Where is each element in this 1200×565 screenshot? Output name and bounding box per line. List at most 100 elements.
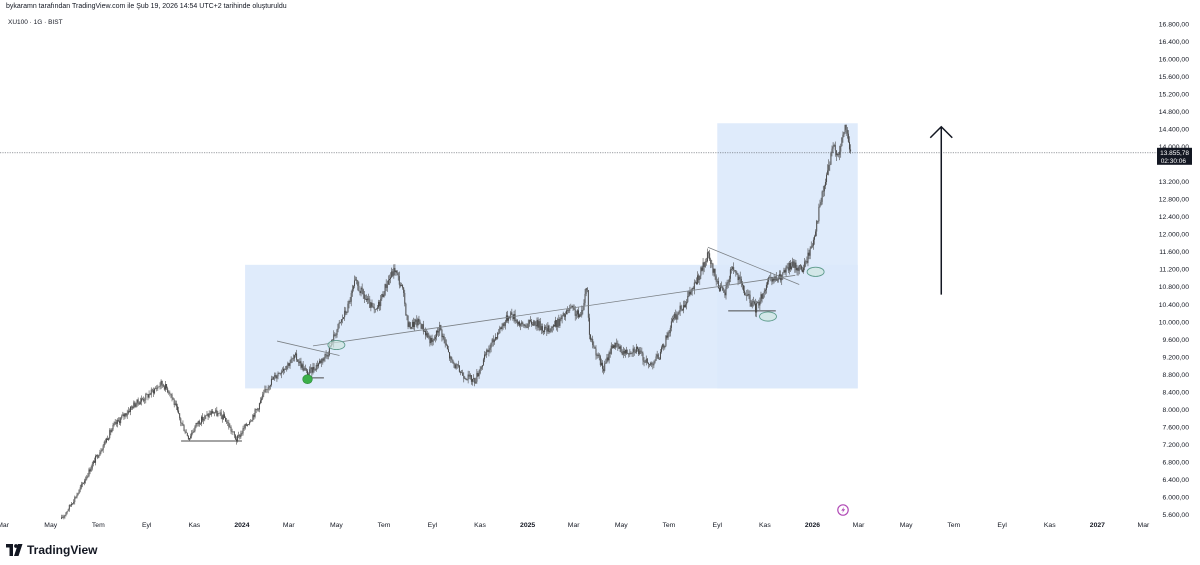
candle-body (439, 325, 441, 332)
candle-144 (218, 412, 220, 414)
candle-322 (413, 317, 415, 330)
candle-275 (361, 283, 363, 295)
candle-body (171, 394, 173, 398)
marker-ring-2[interactable] (759, 311, 777, 322)
trendline-0[interactable] (312, 274, 796, 347)
zone-rect-1[interactable] (717, 123, 858, 389)
candle-body (164, 384, 166, 390)
candle-body (286, 365, 288, 370)
candle-86 (155, 386, 157, 390)
candle-594 (710, 257, 712, 269)
candle-body (537, 319, 539, 328)
candle-103 (173, 398, 175, 408)
marker-filled-0[interactable] (302, 374, 313, 384)
candle-253 (337, 323, 339, 333)
candle-body (521, 322, 523, 325)
candle-453 (556, 320, 558, 331)
candle-56 (122, 411, 124, 417)
candle-body (463, 375, 465, 379)
candle-269 (355, 276, 357, 281)
candle-body (803, 267, 805, 273)
candle-body (570, 307, 572, 308)
candle-623 (741, 280, 743, 290)
symbol-label[interactable]: XU100 · 1G · BIST (8, 19, 63, 26)
candle-319 (409, 321, 411, 330)
candle-13 (75, 496, 77, 499)
candle-64 (131, 405, 133, 410)
y-tick-label: 10.800,00 (1159, 284, 1189, 291)
candle-body (567, 310, 569, 312)
candle-620 (738, 274, 740, 285)
candle-body (172, 397, 174, 400)
candle-664 (786, 263, 788, 269)
candle-body (576, 310, 578, 315)
candle-701 (827, 164, 829, 176)
candle-body (139, 401, 141, 405)
candle-body (468, 374, 470, 377)
candle-body (122, 414, 124, 417)
candle-body (435, 330, 437, 338)
time-axis[interactable]: Mar May Tem Eyl Kas 2024 Mar May Tem Eyl Kas 2025 Ma… (0, 522, 1150, 529)
candle-body (633, 348, 635, 352)
candle-638 (758, 299, 760, 309)
trendline-2[interactable] (707, 246, 800, 285)
candle-body (78, 489, 80, 494)
candle-71 (138, 401, 140, 405)
up-arrow[interactable] (929, 125, 953, 295)
candle-395 (492, 335, 494, 347)
candle-body (234, 435, 236, 440)
candle-body (812, 239, 814, 246)
candle-body (293, 355, 295, 359)
candle-body (408, 322, 410, 327)
candle-62 (128, 408, 130, 413)
candle-body (322, 358, 324, 361)
candle-body (525, 325, 527, 328)
candle-body (776, 279, 778, 281)
candle-body (590, 334, 592, 340)
candle-body (301, 364, 303, 368)
candle-body (123, 414, 125, 417)
candle-640 (760, 291, 762, 304)
marker-ring-1[interactable] (327, 339, 346, 351)
candle-714 (841, 137, 843, 147)
candle-body (747, 293, 749, 296)
candle-body (653, 362, 655, 366)
price-axis[interactable]: 5.600,00 6.000,00 6.400,00 6.800,00 7.200,00… (1157, 21, 1192, 519)
candle-body (239, 435, 241, 438)
replay-icon[interactable] (837, 504, 849, 516)
candle-713 (840, 143, 842, 158)
candle-body (481, 365, 483, 368)
candle-315 (405, 302, 407, 316)
candle-body (221, 415, 223, 420)
price-chart[interactable]: 5.600,00 6.000,00 6.400,00 6.800,00 7.200,00… (0, 0, 1200, 535)
candle-354 (447, 345, 449, 353)
candle-59 (125, 412, 127, 418)
candle-body (119, 420, 121, 424)
candle-699 (824, 178, 826, 190)
candle-634 (753, 300, 755, 306)
candle-body (476, 372, 478, 382)
candle-body (238, 435, 240, 436)
candle-body (547, 325, 549, 332)
tradingview-logo[interactable]: TradingView (6, 540, 97, 560)
candle-457 (560, 314, 562, 322)
candle-153 (228, 419, 230, 430)
candle-722 (850, 144, 852, 154)
candle-body (127, 410, 129, 414)
candle-body (593, 345, 595, 347)
candle-body (765, 284, 767, 290)
candle-body (466, 379, 468, 381)
candle-112 (183, 424, 185, 432)
candle-31 (95, 454, 97, 466)
candle-472 (576, 309, 578, 318)
candle-48 (113, 421, 115, 427)
candle-body (610, 345, 612, 354)
trendline-1[interactable] (276, 340, 340, 356)
candle-344 (437, 327, 439, 336)
candle-516 (624, 349, 626, 358)
candle-body (406, 315, 408, 316)
marker-ring-3[interactable] (806, 266, 825, 277)
candle-5 (66, 511, 68, 515)
candle-120 (192, 429, 194, 435)
